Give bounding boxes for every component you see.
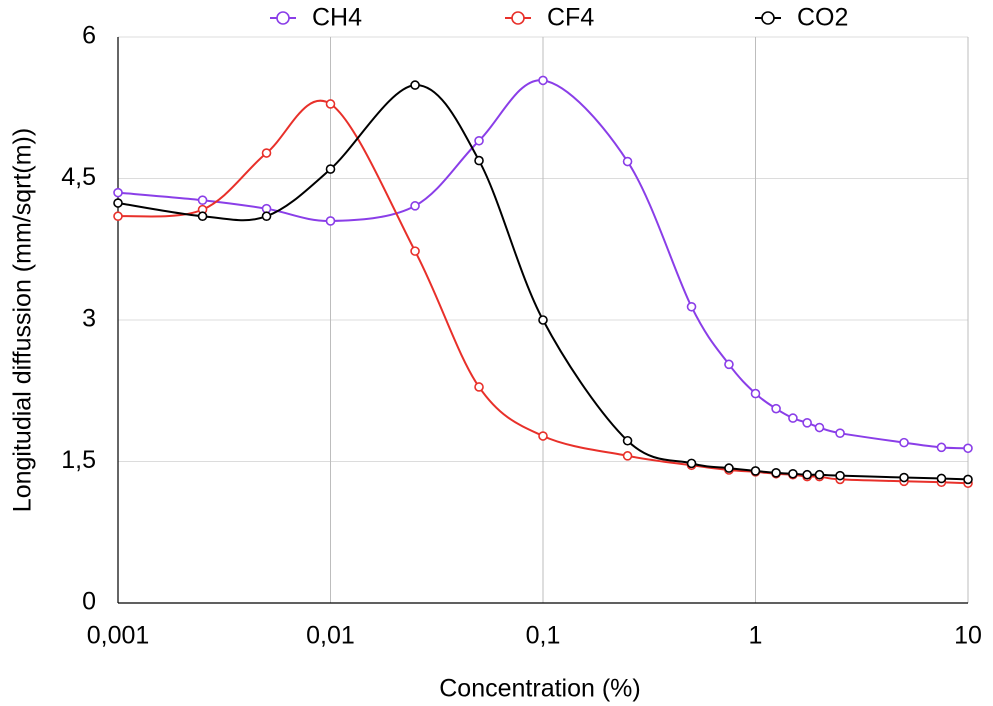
legend-marker [276,11,290,25]
y-tick-label: 0 [82,588,96,616]
data-point [802,469,812,480]
data-point [410,246,420,256]
data-point [963,443,973,454]
data-point [113,187,123,198]
legend-marker [761,11,775,25]
data-point [750,466,761,476]
data-point [197,211,208,222]
legend-label: CH4 [312,4,362,32]
data-point [325,164,336,174]
y-axis-label: Longitudial diffussion (mm/sqrt(m)) [9,128,37,512]
data-point [686,301,697,312]
y-tick-label: 4,5 [61,163,96,191]
data-point [899,472,909,483]
data-point [197,195,208,205]
data-point [724,359,734,370]
data-point [474,382,484,392]
data-point [325,216,336,226]
data-point [788,413,798,423]
data-point [936,442,947,453]
data-point [835,428,845,439]
y-tick-label: 6 [82,22,96,50]
data-point [538,431,548,441]
data-point [113,198,123,208]
legend-label: CO2 [797,4,848,32]
data-point [686,458,697,469]
data-point [814,469,825,480]
data-point [325,99,336,109]
y-tick-label: 3 [82,305,96,333]
data-point [771,468,781,478]
legend-label: CF4 [547,4,594,32]
data-point [963,474,973,485]
data-point [622,435,633,446]
data-point [622,156,633,167]
x-axis-label: Concentration (%) [439,675,640,703]
data-point [410,201,420,211]
data-point [899,437,909,448]
data-point [261,211,272,222]
legend-marker [511,11,525,25]
data-point [724,463,734,473]
data-point [410,80,420,90]
data-point [771,403,781,414]
data-point [835,470,845,481]
data-point [261,148,272,158]
x-tick-label: 0,1 [526,622,561,650]
data-point [814,422,825,433]
data-point [788,468,798,479]
data-point [538,315,548,325]
data-point [474,155,484,166]
data-point [538,75,548,86]
data-point [622,451,633,461]
x-tick-label: 10 [954,622,982,650]
y-tick-label: 1,5 [61,446,96,474]
data-point [474,135,484,146]
x-tick-label: 0,01 [306,622,355,650]
x-tick-label: 1 [749,622,763,650]
data-point [750,388,761,399]
data-point [936,473,947,484]
data-point [113,211,123,222]
data-point [802,418,812,428]
x-tick-label: 0,001 [87,622,150,650]
